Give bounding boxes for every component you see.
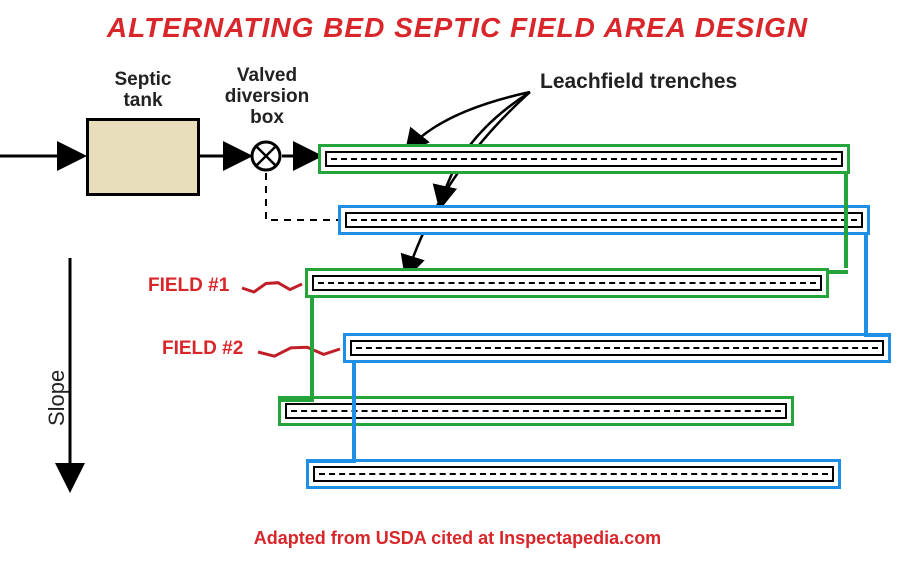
connector (278, 398, 314, 402)
septic-tank (86, 118, 200, 196)
connector (829, 270, 848, 274)
citation-footnote: Adapted from USDA cited at Inspectapedia… (0, 528, 915, 549)
connector (864, 333, 891, 337)
label-line: box (250, 107, 284, 128)
diversion-box-label: Valved diversion box (212, 66, 322, 129)
connector (352, 363, 356, 459)
connector (306, 459, 356, 463)
septic-tank-label: Septic tank (98, 70, 188, 112)
field-1-label: FIELD #1 (148, 275, 229, 297)
connector (310, 298, 314, 396)
connector (864, 235, 868, 333)
label-line: Valved (237, 65, 297, 86)
field-2-label: FIELD #2 (162, 338, 243, 360)
trench-t3 (305, 268, 829, 298)
trench-t1 (318, 144, 850, 174)
slope-label: Slope (44, 370, 70, 426)
label-line: Septic (114, 69, 171, 90)
trench-t6 (306, 459, 841, 489)
trench-t4 (343, 333, 891, 363)
connector (844, 174, 848, 268)
page-title: ALTERNATING BED SEPTIC FIELD AREA DESIGN (0, 12, 915, 44)
label-line: diversion (225, 86, 309, 107)
label-line: tank (123, 90, 162, 111)
leachfield-label: Leachfield trenches (540, 70, 737, 93)
trench-t2 (338, 205, 870, 235)
